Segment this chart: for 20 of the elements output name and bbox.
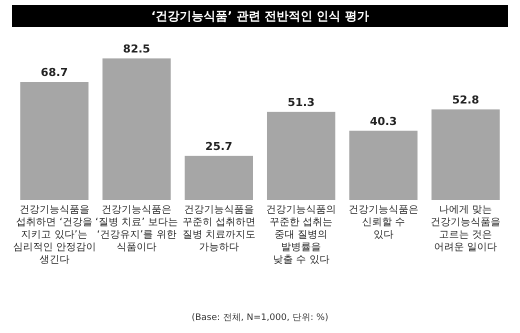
- x-tick-label: 건강기능식품은 신뢰할 수 있다: [348, 204, 418, 240]
- x-tick-label: 건강기능식품은 ‘질병 치료’ 보다는 ‘건강유지’를 위한 식품이다: [95, 204, 178, 253]
- x-tick-label: 건강기능식품을 꾸준히 섭취하면 질병 치료까지도 가능하다: [182, 204, 256, 253]
- bar: [266, 112, 336, 200]
- text: (Base: 전체, N=1,000, 단위: %): [190, 312, 330, 324]
- x-tick-label: 건강기능식품을 섭취하면 ‘건강을 지키고 있다’는 심리적인 안정감이 생긴다: [12, 204, 96, 266]
- data-label: 52.8: [452, 93, 480, 106]
- data-label: 68.7: [40, 66, 68, 80]
- bar: [102, 58, 171, 200]
- bar: [432, 109, 500, 200]
- x-tick-label: 건강기능식품의 꾸준한 섭취는 중대 질병의 발병률을 낮출 수 있다: [266, 204, 336, 266]
- data-label: 40.3: [370, 114, 397, 128]
- bar: [20, 82, 88, 200]
- chart-title: ‘건강기능식품’ 관련 전반적인 인식 평가: [12, 5, 508, 27]
- data-label: 25.7: [205, 140, 232, 153]
- x-tick-label: 나에게 맞는 건강기능식품을 고르는 것은 어려운 일이다: [430, 204, 501, 253]
- bar: [184, 156, 254, 200]
- data-label: 51.3: [288, 96, 315, 109]
- data-label: 82.5: [123, 42, 150, 56]
- bar: [349, 130, 418, 200]
